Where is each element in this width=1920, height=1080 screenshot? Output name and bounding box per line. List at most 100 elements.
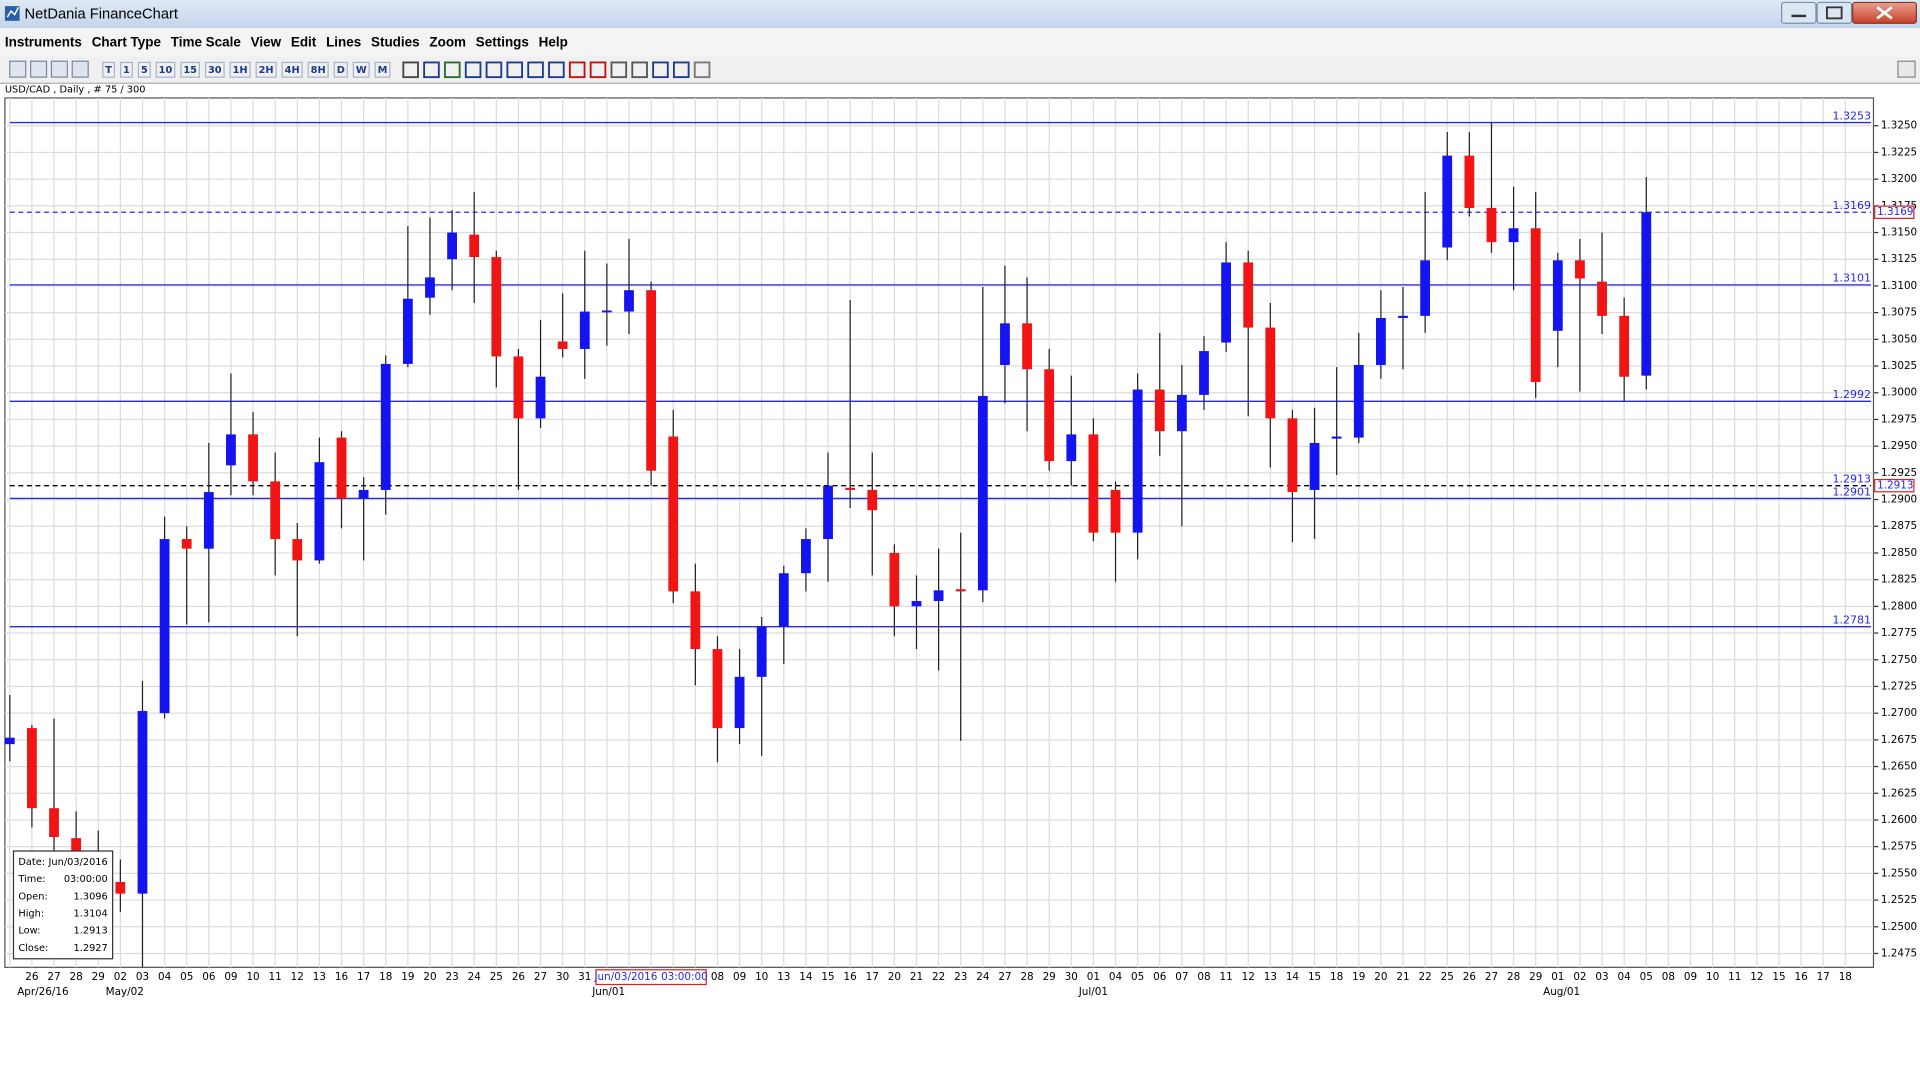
toolbar-icon[interactable] [693, 61, 711, 79]
candle-body-down [1022, 323, 1032, 370]
timescale-button[interactable]: M [378, 65, 388, 76]
x-tick-label: 21 [910, 971, 923, 983]
y-tick-label: 1.3200 [1881, 173, 1917, 185]
candle-body-up [203, 492, 214, 549]
y-tick-label: 1.2500 [1881, 921, 1917, 933]
candle-body-down [469, 234, 480, 258]
menu-item[interactable]: Zoom [429, 34, 466, 49]
x-tick-label: 29 [1529, 971, 1542, 983]
y-tick-label: 1.2950 [1881, 440, 1917, 452]
timescale-button[interactable]: 2H [259, 65, 274, 76]
x-tick-label: 26 [25, 971, 38, 983]
x-tick-label: 18 [379, 971, 392, 983]
candle-body-down [557, 341, 568, 349]
toolbar-icon[interactable] [423, 61, 440, 79]
timescale-button[interactable]: 30 [208, 65, 222, 76]
timescale-button[interactable]: 10 [159, 65, 173, 76]
info-value: 1.3104 [74, 908, 108, 919]
timescale-button[interactable]: 1H [233, 65, 248, 76]
timescale-button-frame [204, 61, 225, 78]
x-tick-label: 07 [1175, 971, 1188, 983]
toolbar-icon[interactable] [9, 60, 27, 78]
maximize-button[interactable] [1816, 1, 1853, 24]
menu-item[interactable]: Time Scale [171, 34, 242, 49]
menu-item[interactable]: Studies [371, 34, 420, 49]
candle-body-down [115, 881, 126, 894]
toolbar-icon[interactable] [50, 60, 68, 78]
toolbar-icon[interactable] [506, 61, 524, 79]
x-tick-label: 29 [1043, 971, 1056, 983]
x-tick-label: 05 [180, 971, 193, 983]
menu-item[interactable]: Instruments [5, 34, 82, 49]
toolbar-icon[interactable] [673, 61, 690, 79]
candle-body-up [601, 310, 612, 313]
toolbar-icon[interactable] [568, 61, 586, 79]
menu-item[interactable]: View [251, 34, 282, 49]
maximize-glyph [1826, 6, 1843, 20]
toolbar-icon[interactable] [548, 61, 565, 79]
candle-body-down [513, 356, 524, 419]
level-label: 1.3253 [1832, 109, 1871, 122]
x-tick-label: 17 [1817, 971, 1830, 983]
toolbar-icon[interactable] [444, 61, 461, 79]
menu-item[interactable]: Chart Type [92, 34, 162, 49]
y-tick-label: 1.2975 [1881, 413, 1917, 425]
x-tick-label: 28 [70, 971, 83, 983]
toolbar-icon[interactable] [30, 60, 48, 78]
timescale-button[interactable]: 5 [141, 65, 148, 76]
level-label: 1.2913 [1832, 473, 1871, 486]
x-tick-label: 11 [269, 971, 282, 983]
panel-toggle-button[interactable] [1897, 60, 1916, 78]
candle-body-up [1132, 389, 1143, 533]
info-value: 1.2913 [74, 926, 108, 937]
menu-item[interactable]: Settings [476, 34, 529, 49]
minimize-button[interactable] [1781, 1, 1817, 24]
candle-body-up [1331, 436, 1342, 439]
level-label: 1.2901 [1832, 485, 1871, 498]
toolbar-icon[interactable] [71, 60, 89, 78]
candle-body-up [823, 485, 833, 540]
candle-body-down [955, 589, 966, 592]
y-tick-label: 1.2750 [1881, 654, 1917, 666]
timescale-button[interactable]: T [105, 65, 112, 76]
menu-item[interactable]: Edit [291, 34, 317, 49]
x-tick-label: 25 [1441, 971, 1454, 983]
close-glyph [1876, 6, 1893, 20]
menu-item[interactable]: Help [539, 34, 568, 49]
x-tick-label: 23 [445, 971, 458, 983]
timescale-button[interactable]: 1 [123, 65, 130, 76]
candle-body-down [181, 539, 192, 549]
timescale-button[interactable]: 15 [183, 65, 197, 76]
x-tick-label: 02 [114, 971, 127, 983]
level-axis-marker-label: 1.2913 [1877, 480, 1913, 492]
y-tick-label: 1.3100 [1881, 280, 1917, 292]
timescale-button[interactable]: 8H [311, 65, 326, 76]
toolbar-icon[interactable] [631, 61, 648, 79]
toolbar-icon[interactable] [527, 61, 544, 79]
cursor-date: Jun/03/2016 [593, 971, 657, 983]
candle-body-down [1464, 155, 1475, 208]
timescale-button-frame [352, 61, 370, 78]
toolbar-icon[interactable] [652, 61, 669, 79]
chart-subtitle: USD/CAD , Daily , # 75 / 300 [5, 84, 146, 95]
candle-body-down [1597, 281, 1607, 316]
x-tick-label: 01 [1551, 971, 1564, 983]
toolbar-icon[interactable] [464, 61, 482, 79]
candle-body-down [1154, 389, 1165, 432]
timescale-button-frame [155, 61, 176, 78]
toolbar-icon[interactable] [610, 61, 628, 79]
x-tick-label: 29 [92, 971, 105, 983]
toolbar-icon[interactable] [589, 61, 607, 79]
menu-item[interactable]: Lines [326, 34, 361, 49]
toolbar-icon[interactable] [402, 61, 419, 79]
timescale-button[interactable]: D [337, 65, 345, 76]
timescale-button[interactable]: W [356, 65, 367, 76]
x-tick-label: 04 [158, 971, 172, 983]
x-tick-label: 27 [1485, 971, 1498, 983]
x-tick-label: 01 [1087, 971, 1100, 983]
period-label: Jul/01 [1078, 986, 1108, 998]
timescale-button[interactable]: 4H [285, 65, 300, 76]
toolbar-icon[interactable] [485, 61, 503, 79]
timescale-button-frame [180, 61, 201, 78]
